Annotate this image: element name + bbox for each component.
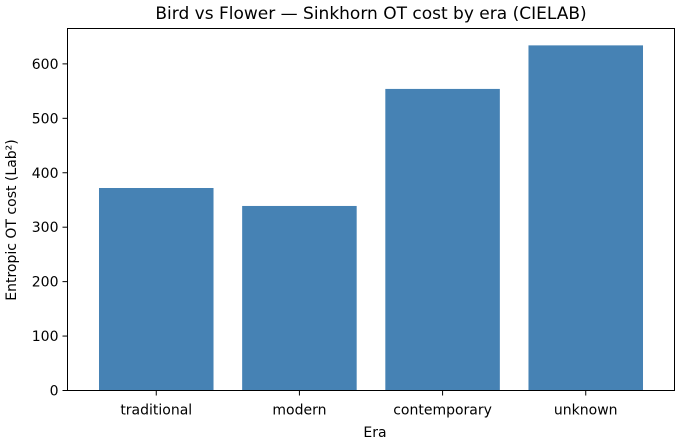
x-tick-label: traditional <box>120 403 192 419</box>
y-tick-label: 600 <box>32 57 59 73</box>
bar-modern <box>242 205 357 391</box>
x-axis-label: Era <box>363 425 386 441</box>
y-tick-label: 400 <box>32 166 59 182</box>
y-axis-ticks: 0 100 200 300 400 500 600 <box>32 57 68 400</box>
y-tick-label: 500 <box>32 111 59 127</box>
y-tick-label: 300 <box>32 220 59 236</box>
bar-unknown <box>528 45 644 391</box>
plot-frame <box>67 28 675 391</box>
y-tick-label: 200 <box>32 275 59 291</box>
bars-group <box>98 45 644 391</box>
bar-contemporary <box>385 88 500 391</box>
y-axis-label: Entropic OT cost (Lab²) <box>4 139 20 300</box>
x-tick-label: modern <box>272 403 326 419</box>
x-tick-label: unknown <box>554 403 618 419</box>
x-tick-label: contemporary <box>393 403 492 419</box>
y-tick-label: 0 <box>50 384 59 400</box>
bar-traditional <box>98 187 214 391</box>
chart-title: Bird vs Flower — Sinkhorn OT cost by era… <box>155 4 586 24</box>
y-tick-label: 100 <box>32 329 59 345</box>
x-axis-ticks: traditional modern contemporary unknown <box>120 390 618 419</box>
